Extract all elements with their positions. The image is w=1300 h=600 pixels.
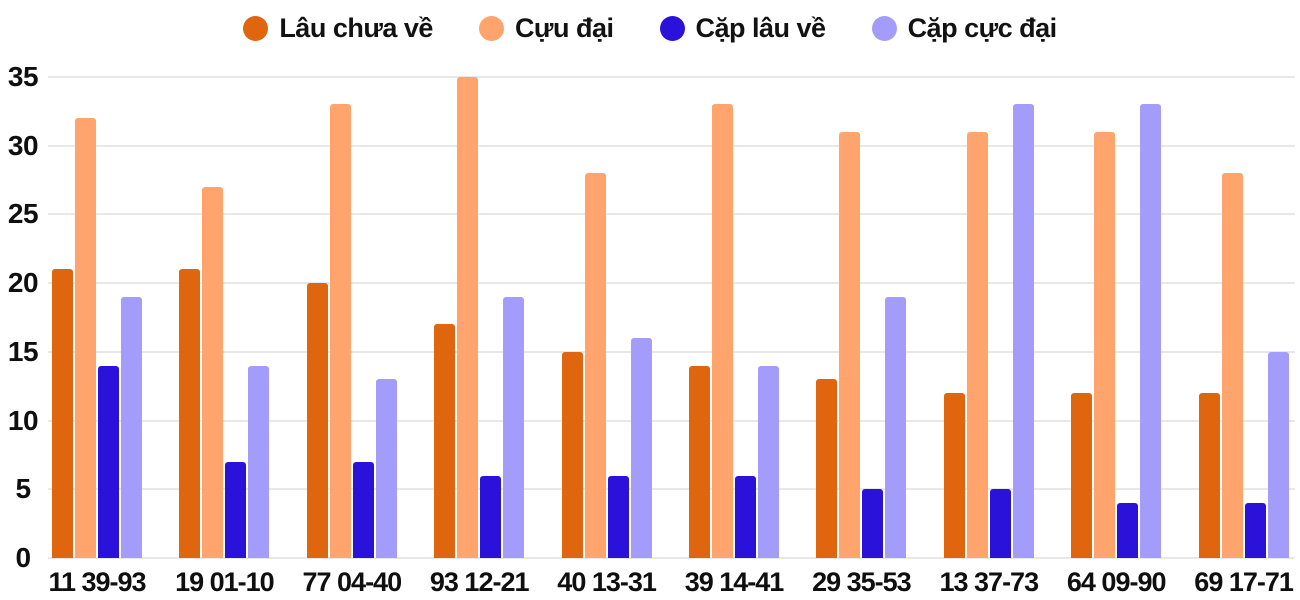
bar-cuu-ai-93-12-21 [457, 77, 479, 558]
bar-cap-lau-ve-29-35-53 [862, 489, 884, 558]
x-axis-tick-label: 19 01-10 [175, 567, 275, 597]
legend-item-lau-chua-ve[interactable]: Lâu chưa về [243, 13, 433, 44]
legend-item-cap-cuc-ai[interactable]: Cặp cực đại [871, 12, 1058, 44]
y-axis-tick-label: 25 [7, 198, 39, 230]
bar-cap-cuc-ai-64-09-90 [1140, 104, 1162, 558]
bar-cap-lau-ve-77-04-40 [352, 461, 374, 558]
bar-cap-cuc-ai-19-01-10 [248, 365, 270, 558]
bar-cuu-ai-29-35-53 [839, 131, 861, 558]
gridline-y-0 [48, 557, 1295, 559]
bar-cap-cuc-ai-11-39-93 [121, 296, 142, 558]
gridline-y-10 [48, 419, 1295, 422]
bar-cap-cuc-ai-77-04-40 [375, 379, 397, 558]
bar-lau-chua-ve-40-13-31 [561, 351, 583, 558]
x-axis-tick-label: 93 12-21 [429, 567, 530, 597]
gridline-y-15 [48, 350, 1295, 353]
bar-cap-lau-ve-19-01-10 [225, 461, 247, 558]
legend-label: Cặp cực đại [907, 12, 1058, 43]
y-axis-tick-label: 20 [7, 267, 39, 299]
bar-cuu-ai-64-09-90 [1094, 131, 1116, 558]
bar-cuu-ai-11-39-93 [75, 118, 96, 558]
bar-lau-chua-ve-13-37-73 [943, 393, 965, 558]
gridline-y-25 [48, 213, 1295, 216]
legend-label: Cặp lâu về [695, 12, 827, 43]
x-axis-tick-label: 39 14-41 [684, 567, 785, 597]
bar-cap-lau-ve-13-37-73 [989, 489, 1011, 558]
bar-lau-chua-ve-93-12-21 [434, 324, 456, 558]
legend-dot-icon [659, 15, 685, 41]
y-axis-tick-label: 10 [7, 404, 39, 436]
bar-cap-lau-ve-64-09-90 [1117, 503, 1139, 558]
bar-lau-chua-ve-39-14-41 [689, 365, 710, 558]
x-axis-tick-label: 11 39-93 [48, 567, 146, 597]
bar-cap-cuc-ai-39-14-41 [758, 365, 779, 558]
legend-item-cuu-ai[interactable]: Cựu đại [478, 12, 614, 44]
gridline-y-20 [48, 282, 1295, 285]
bar-cap-lau-ve-11-39-93 [98, 365, 119, 558]
bar-cuu-ai-77-04-40 [329, 104, 351, 558]
bar-lau-chua-ve-19-01-10 [179, 269, 201, 558]
x-axis-tick-label: 40 13-31 [557, 567, 657, 597]
x-axis-tick-label: 64 09-90 [1066, 567, 1167, 597]
bar-cap-cuc-ai-29-35-53 [885, 296, 907, 558]
bar-cap-cuc-ai-69-17-71 [1267, 351, 1289, 558]
bar-cuu-ai-69-17-71 [1221, 173, 1243, 558]
bar-cuu-ai-19-01-10 [202, 186, 224, 558]
bar-cap-lau-ve-40-13-31 [607, 475, 629, 558]
x-axis-tick-label: 29 35-53 [812, 567, 912, 597]
y-axis-tick-label: 5 [15, 473, 31, 505]
gridline-y-35 [48, 76, 1295, 78]
bar-cap-cuc-ai-93-12-21 [503, 296, 525, 558]
legend-dot-icon [871, 15, 897, 41]
y-axis-tick-label: 0 [15, 542, 31, 573]
bar-cuu-ai-39-14-41 [712, 104, 733, 558]
y-axis-tick-label: 30 [7, 129, 39, 161]
bar-cap-lau-ve-93-12-21 [480, 475, 502, 558]
bar-cap-cuc-ai-40-13-31 [630, 338, 652, 558]
chart-legend: Lâu chưa về Cựu đại Cặp lâu về Cặp cực đại [0, 6, 1300, 50]
gridline-y-5 [48, 488, 1295, 491]
x-axis-tick-label: 69 17-71 [1194, 567, 1294, 597]
gridline-y-30 [48, 144, 1295, 147]
bar-lau-chua-ve-77-04-40 [306, 283, 328, 558]
y-axis-tick-label: 15 [7, 335, 39, 367]
legend-label: Cựu đại [514, 12, 614, 43]
legend-dot-icon [243, 15, 269, 41]
bar-cap-lau-ve-69-17-71 [1244, 503, 1266, 558]
bar-lau-chua-ve-29-35-53 [816, 379, 838, 558]
bar-lau-chua-ve-11-39-93 [52, 269, 73, 558]
bar-lau-chua-ve-69-17-71 [1198, 393, 1220, 558]
bar-cap-lau-ve-39-14-41 [735, 475, 756, 558]
legend-item-cap-lau-ve[interactable]: Cặp lâu về [659, 12, 827, 44]
bar-cuu-ai-13-37-73 [966, 131, 988, 558]
x-axis-tick-label: 13 37-73 [939, 567, 1040, 597]
x-axis-tick-label: 77 04-40 [302, 567, 403, 597]
bar-cap-cuc-ai-13-37-73 [1012, 104, 1034, 558]
legend-dot-icon [478, 15, 504, 41]
legend-label: Lâu chưa về [279, 12, 433, 43]
bar-cuu-ai-40-13-31 [584, 173, 606, 558]
y-axis-tick-label: 35 [7, 61, 39, 92]
bar-lau-chua-ve-64-09-90 [1071, 393, 1093, 558]
